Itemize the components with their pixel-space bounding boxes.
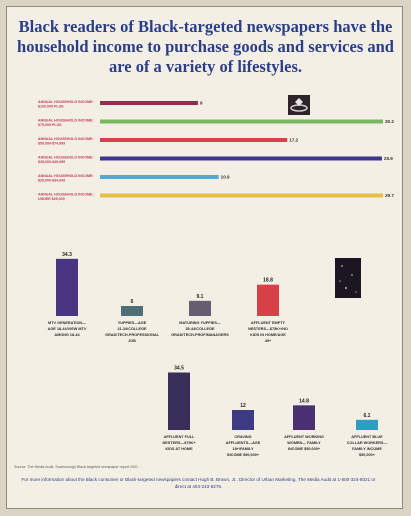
lifestyle-column-value: 6 xyxy=(131,299,134,305)
lifestyle-column-value: 18.8 xyxy=(263,278,273,284)
lifestyle-column-label: AFFLUENT EMPTY NESTERS—$75K+/NO KIDS IN HO… xyxy=(248,321,288,343)
income-bar xyxy=(100,101,198,105)
income-bar-value: 25.9 xyxy=(384,156,393,161)
income-bar-value: 10.9 xyxy=(221,175,230,180)
lifestyle-column-label: MATURING YUPPIES— 35-44/COLLEGE GRAD/TECH-… xyxy=(171,321,229,337)
income-bar xyxy=(100,119,383,124)
income-bar-value: 17.2 xyxy=(289,138,298,143)
page-title: Black readers of Black-targeted newspape… xyxy=(17,17,394,76)
lifestyle-column-value: 9.1 xyxy=(197,294,204,300)
lifestyle-column-label: CRAVING AFFLUENTS—AGE 18+/FAMILY INCOME $50… xyxy=(226,435,261,457)
ad-page: Black readers of Black-targeted newspape… xyxy=(6,6,403,509)
income-bar xyxy=(100,156,382,161)
lifestyle-column-chart-top: 34.3 MTV GENERATION— AGE 18-44/VIEW MTV AMO… xyxy=(48,252,288,343)
income-bar-label: ANNUAL HOUSEHOLD INCOME: $100,000 PLUS xyxy=(38,100,94,109)
lifestyle-column xyxy=(356,419,378,430)
income-bar-label: ANNUAL HOUSEHOLD INCOME: $50,000-$74,999 xyxy=(38,137,94,146)
lifestyle-column-value: 6.1 xyxy=(364,413,371,419)
income-bar-label: ANNUAL HOUSEHOLD INCOME: $25,000-$34,999 xyxy=(38,174,94,183)
lifestyle-column-chart-bottom: 34.5 AFFLUENT FULL NESTERS—$75K+ KIDS AT HO… xyxy=(162,366,387,458)
source-note: Source: The Media Audit, Scarborough Bla… xyxy=(14,465,138,469)
income-bar-chart: ANNUAL HOUSEHOLD INCOME: $100,000 PLUS 9 AN… xyxy=(38,100,394,201)
lifestyle-column xyxy=(189,300,211,316)
income-bar-value: 29.7 xyxy=(385,193,394,198)
lifestyle-column-value: 14.8 xyxy=(299,398,309,404)
lifestyle-column xyxy=(293,405,315,430)
night-sky-photo-icon xyxy=(335,258,361,298)
income-bar xyxy=(100,175,219,179)
lifestyle-column xyxy=(168,372,190,430)
lifestyle-column xyxy=(56,258,78,316)
lifestyle-column-value: 12 xyxy=(240,403,246,409)
lifestyle-column xyxy=(121,306,143,316)
lifestyle-column-label: AFFLUENT FULL NESTERS—$75K+ KIDS AT HOME xyxy=(162,435,196,451)
lifestyle-column-label: MTV GENERATION— AGE 18-44/VIEW MTV AMONG 1… xyxy=(48,321,87,337)
lifestyle-column-value: 34.3 xyxy=(62,252,72,258)
lifestyle-column-label: AFFLUENT BLUE COLLAR WORKERS— FAMILY INCOM… xyxy=(347,435,388,457)
lifestyle-column xyxy=(232,410,254,430)
income-bar-label: ANNUAL HOUSEHOLD INCOME: $35,000-$49,999 xyxy=(38,156,94,165)
lifestyle-column xyxy=(257,284,279,316)
income-bar xyxy=(100,193,383,198)
lifestyle-column-label: YUPPIES—AGE 21-34/COLLEGE GRAD/TECH-PROFES… xyxy=(105,321,159,343)
footer-contact: For more information about the Black con… xyxy=(21,477,376,489)
lifestyle-column-value: 34.5 xyxy=(174,366,184,372)
income-bar-label: ANNUAL HOUSEHOLD INCOME: UNDER $25,000 xyxy=(38,193,94,202)
income-bar xyxy=(100,138,288,142)
income-bar-value: 9 xyxy=(200,101,203,106)
income-bar-value: 30.2 xyxy=(385,119,394,124)
diamond-ring-photo-icon xyxy=(288,95,310,115)
income-bar-label: ANNUAL HOUSEHOLD INCOME: $75,000 PLUS xyxy=(38,119,94,128)
lifestyle-column-label: AFFLUENT WORKING WOMEN— FAMILY INCOME $50,… xyxy=(284,435,324,451)
